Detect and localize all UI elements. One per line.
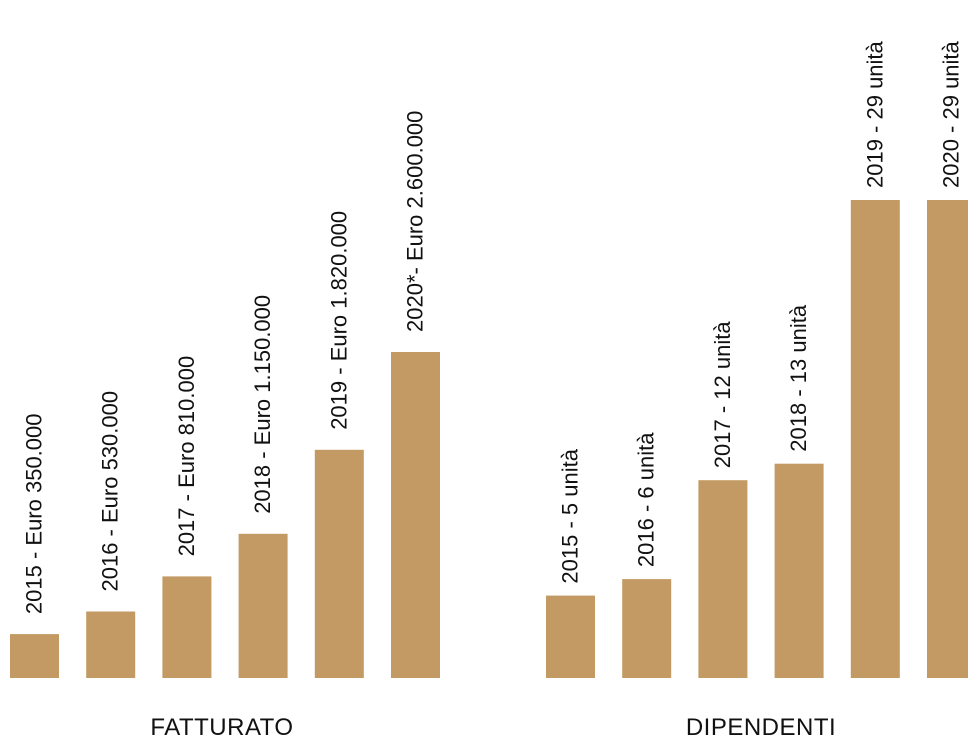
fatturato-chart: 2015 - Euro 350.000 2016 - Euro 530.000 20…	[10, 111, 440, 741]
dipendenti-bar-label-2: 2017 - 12 unità	[710, 321, 735, 469]
fatturato-bar-label-4: 2019 - Euro 1.820.000	[326, 211, 351, 430]
dipendenti-bar-4	[850, 200, 900, 678]
dipendenti-bar-label-0: 2015 - 5 unità	[558, 448, 583, 583]
fatturato-bar-0	[10, 634, 59, 678]
dipendenti-chart: 2015 - 5 unità 2016 - 6 unità 2017 - 12 un…	[546, 40, 968, 741]
fatturato-bar-label-1: 2016 - Euro 530.000	[98, 391, 123, 592]
dipendenti-bar-label-5: 2020 - 29 unità	[939, 40, 964, 188]
dipendenti-bar-3	[774, 463, 824, 678]
dipendenti-bar-0	[546, 595, 595, 678]
dipendenti-bar-label-4: 2019 - 29 unità	[862, 40, 887, 188]
dipendenti-bar-2	[698, 480, 748, 678]
fatturato-bar-3	[238, 533, 288, 678]
dipendenti-bar-5	[927, 200, 968, 678]
dipendenti-bar-label-1: 2016 - 6 unità	[634, 432, 659, 567]
dipendenti-bar-1	[622, 579, 672, 678]
fatturato-bar-1	[86, 611, 136, 678]
fatturato-title: FATTURATO	[150, 714, 293, 739]
fatturato-bar-label-0: 2015 - Euro 350.000	[22, 413, 47, 614]
fatturato-bar-label-2: 2017 - Euro 810.000	[174, 356, 199, 557]
dipendenti-bar-label-3: 2018 - 13 unità	[786, 304, 811, 452]
fatturato-bar-label-5: 2020*- Euro 2.600.000	[403, 111, 428, 332]
dipendenti-title: DIPENDENTI	[686, 714, 836, 739]
fatturato-bar-label-3: 2018 - Euro 1.150.000	[250, 295, 275, 514]
fatturato-bar-5	[391, 352, 440, 678]
fatturato-bar-4	[314, 449, 364, 678]
fatturato-bar-2	[162, 576, 212, 678]
